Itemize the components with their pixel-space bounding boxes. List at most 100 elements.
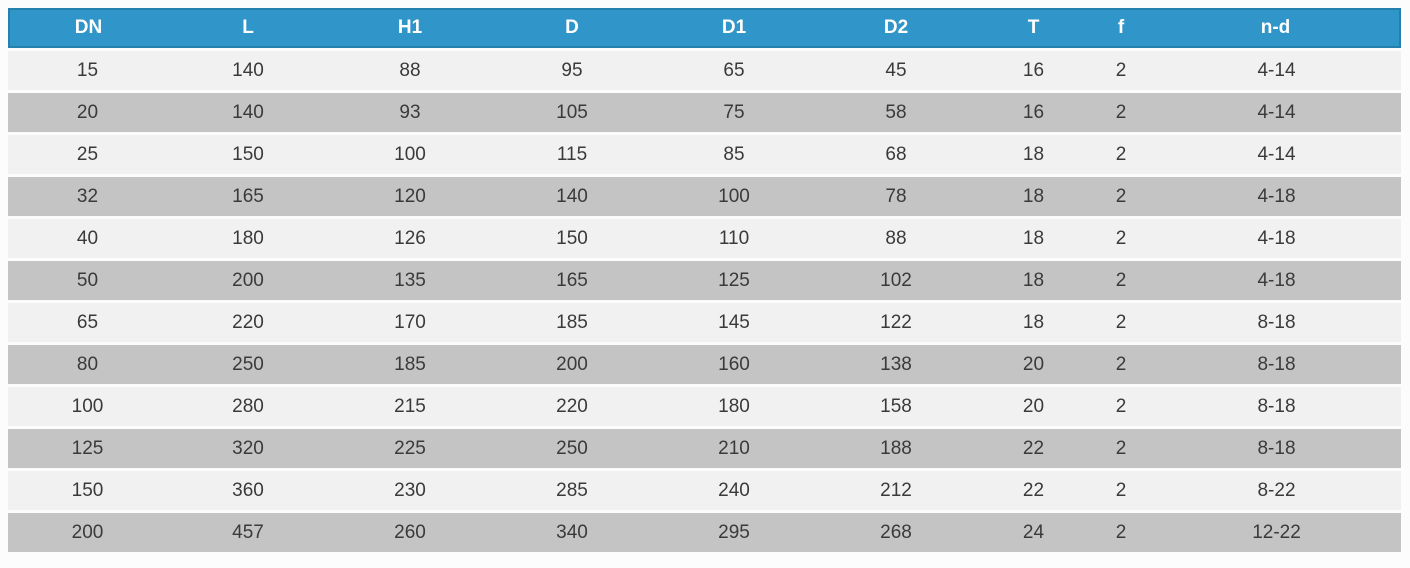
table-cell: 18 xyxy=(977,219,1090,258)
table-cell: 220 xyxy=(491,387,653,426)
table-cell: 20 xyxy=(977,345,1090,384)
table-cell: 22 xyxy=(977,429,1090,468)
table-cell: 18 xyxy=(977,303,1090,342)
column-header: D2 xyxy=(815,8,977,48)
table-cell: 2 xyxy=(1090,387,1152,426)
table-cell: 138 xyxy=(815,345,977,384)
table-cell: 180 xyxy=(653,387,815,426)
table-cell: 22 xyxy=(977,471,1090,510)
table-cell: 88 xyxy=(329,51,491,90)
table-cell: 2 xyxy=(1090,135,1152,174)
table-cell: 16 xyxy=(977,51,1090,90)
table-cell: 24 xyxy=(977,513,1090,552)
table-cell: 102 xyxy=(815,261,977,300)
table-cell: 165 xyxy=(491,261,653,300)
table-cell: 20 xyxy=(8,93,167,132)
table-cell: 2 xyxy=(1090,303,1152,342)
table-cell: 170 xyxy=(329,303,491,342)
table-cell: 100 xyxy=(8,387,167,426)
column-header: n-d xyxy=(1152,8,1401,48)
table-cell: 8-22 xyxy=(1152,471,1401,510)
table-cell: 260 xyxy=(329,513,491,552)
table-cell: 125 xyxy=(8,429,167,468)
table-cell: 150 xyxy=(491,219,653,258)
table-row: 40 180 126 150 110 88 18 2 4-18 xyxy=(8,219,1401,258)
table-cell: 200 xyxy=(8,513,167,552)
column-header: DN xyxy=(8,8,167,48)
table-cell: 268 xyxy=(815,513,977,552)
table-cell: 20 xyxy=(977,387,1090,426)
table-cell: 125 xyxy=(653,261,815,300)
table-cell: 165 xyxy=(167,177,329,216)
table-cell: 120 xyxy=(329,177,491,216)
table-cell: 58 xyxy=(815,93,977,132)
table-cell: 8-18 xyxy=(1152,429,1401,468)
table-cell: 85 xyxy=(653,135,815,174)
table-row: 150 360 230 285 240 212 22 2 8-22 xyxy=(8,471,1401,510)
table-cell: 212 xyxy=(815,471,977,510)
table-cell: 200 xyxy=(491,345,653,384)
table-cell: 2 xyxy=(1090,471,1152,510)
table-cell: 75 xyxy=(653,93,815,132)
table-cell: 250 xyxy=(491,429,653,468)
table-cell: 215 xyxy=(329,387,491,426)
table-cell: 15 xyxy=(8,51,167,90)
table-cell: 8-18 xyxy=(1152,303,1401,342)
table-cell: 140 xyxy=(167,51,329,90)
table-cell: 115 xyxy=(491,135,653,174)
table-cell: 185 xyxy=(491,303,653,342)
table-cell: 240 xyxy=(653,471,815,510)
table-cell: 2 xyxy=(1090,51,1152,90)
table-cell: 8-18 xyxy=(1152,387,1401,426)
table-cell: 88 xyxy=(815,219,977,258)
table-cell: 95 xyxy=(491,51,653,90)
table-cell: 135 xyxy=(329,261,491,300)
table-cell: 250 xyxy=(167,345,329,384)
table-cell: 225 xyxy=(329,429,491,468)
table-cell: 140 xyxy=(491,177,653,216)
table-cell: 8-18 xyxy=(1152,345,1401,384)
table-row: 80 250 185 200 160 138 20 2 8-18 xyxy=(8,345,1401,384)
table-cell: 340 xyxy=(491,513,653,552)
table-cell: 4-18 xyxy=(1152,219,1401,258)
table-cell: 78 xyxy=(815,177,977,216)
table-cell: 295 xyxy=(653,513,815,552)
table-cell: 18 xyxy=(977,177,1090,216)
table-cell: 126 xyxy=(329,219,491,258)
table-cell: 210 xyxy=(653,429,815,468)
table-cell: 12-22 xyxy=(1152,513,1401,552)
table-cell: 4-18 xyxy=(1152,261,1401,300)
table-cell: 185 xyxy=(329,345,491,384)
table-row: 125 320 225 250 210 188 22 2 8-18 xyxy=(8,429,1401,468)
table-cell: 150 xyxy=(167,135,329,174)
table-cell: 2 xyxy=(1090,429,1152,468)
table-cell: 2 xyxy=(1090,261,1152,300)
table-cell: 68 xyxy=(815,135,977,174)
column-header: f xyxy=(1090,8,1152,48)
table-cell: 93 xyxy=(329,93,491,132)
table-row: 200 457 260 340 295 268 24 2 12-22 xyxy=(8,513,1401,552)
table-cell: 50 xyxy=(8,261,167,300)
table-row: 25 150 100 115 85 68 18 2 4-14 xyxy=(8,135,1401,174)
column-header: T xyxy=(977,8,1090,48)
table-cell: 188 xyxy=(815,429,977,468)
table-cell: 360 xyxy=(167,471,329,510)
table-cell: 4-18 xyxy=(1152,177,1401,216)
table-cell: 145 xyxy=(653,303,815,342)
table-cell: 4-14 xyxy=(1152,135,1401,174)
table-row: 65 220 170 185 145 122 18 2 8-18 xyxy=(8,303,1401,342)
table-cell: 220 xyxy=(167,303,329,342)
table-row: 50 200 135 165 125 102 18 2 4-18 xyxy=(8,261,1401,300)
table-cell: 100 xyxy=(653,177,815,216)
column-header: H1 xyxy=(329,8,491,48)
table-cell: 16 xyxy=(977,93,1090,132)
table-row: 32 165 120 140 100 78 18 2 4-18 xyxy=(8,177,1401,216)
column-header: L xyxy=(167,8,329,48)
table-cell: 200 xyxy=(167,261,329,300)
dimension-table-body: 15 140 88 95 65 45 16 2 4-14 20 140 93 105 75 58 16 2 4-1… xyxy=(8,51,1401,552)
table-cell: 320 xyxy=(167,429,329,468)
table-cell: 122 xyxy=(815,303,977,342)
table-cell: 65 xyxy=(653,51,815,90)
